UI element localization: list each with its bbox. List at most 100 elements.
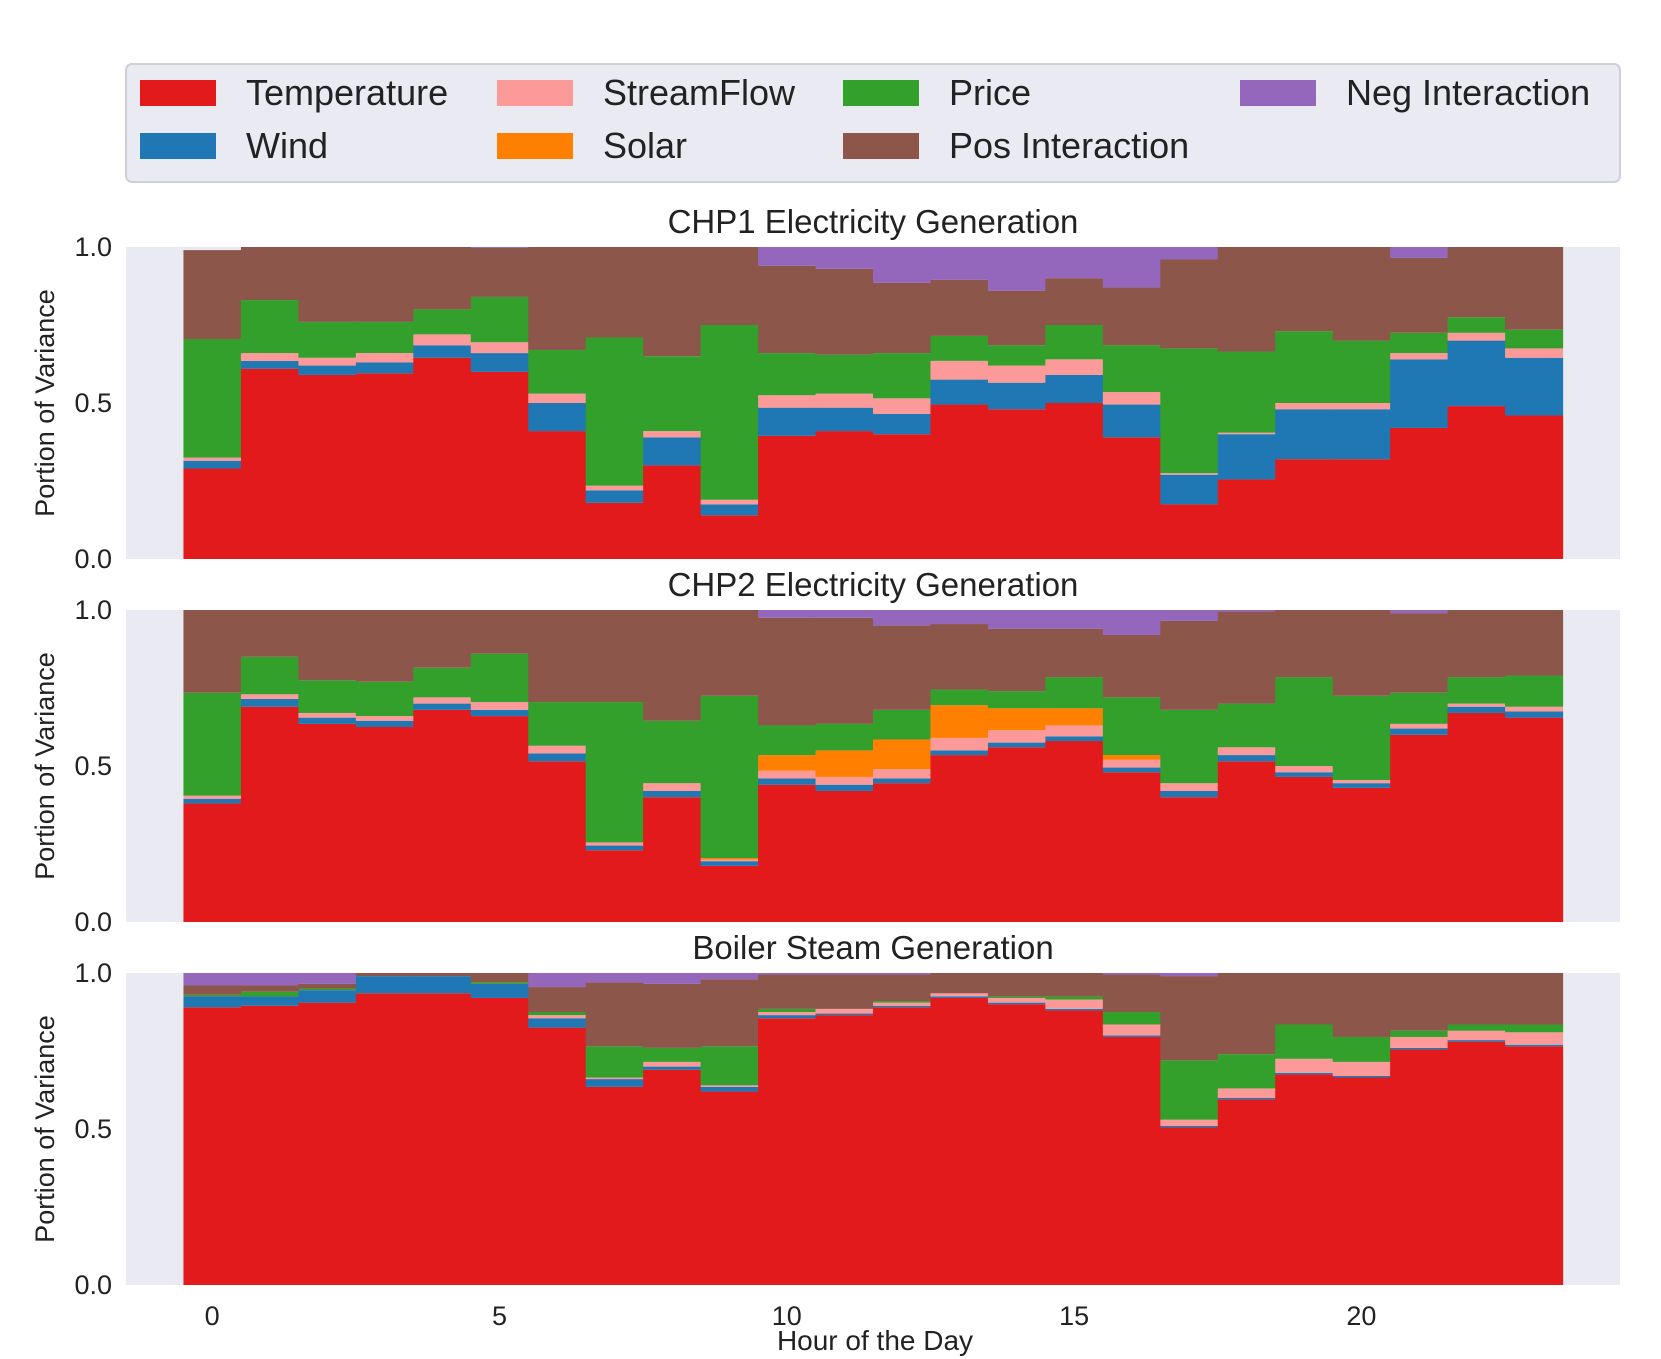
bar-segment-price — [1505, 1024, 1564, 1033]
bar-segment-temperature — [470, 716, 529, 922]
bar-segment-temperature — [987, 747, 1046, 922]
y-tick-label: 0.0 — [74, 544, 112, 574]
bar-segment-pos_interaction — [470, 610, 529, 654]
bar-segment-price — [1217, 351, 1276, 433]
panel-2: CHP2 Electricity Generation 0.0 0.5 1.0 Port… — [30, 566, 1620, 937]
bar-segment-neg_interaction — [1160, 973, 1219, 977]
bar-segment-neg_interaction — [1102, 247, 1161, 288]
legend-swatch — [497, 133, 573, 159]
bar-segment-streamflow — [528, 393, 587, 403]
bar-segment-wind — [1390, 1047, 1449, 1050]
bar-segment-price — [1217, 1054, 1276, 1089]
bar-segment-solar — [1045, 708, 1104, 726]
bar-segment-temperature — [183, 803, 242, 922]
bar-segment-temperature — [815, 790, 874, 922]
bar-segment-pos_interaction — [873, 974, 932, 1002]
bar-segment-pos_interaction — [700, 979, 759, 1047]
bar-segment-pos_interaction — [298, 610, 357, 681]
bar-segment-neg_interaction — [873, 973, 932, 975]
bar-segment-temperature — [1332, 787, 1391, 922]
legend: Temperature Wind StreamFlow Solar Price Pos I… — [125, 63, 1621, 183]
bar-segment-neg_interaction — [585, 973, 644, 983]
bar-segment-temperature — [470, 371, 529, 559]
bar-segment-wind — [987, 742, 1046, 748]
bar-segment-pos_interaction — [298, 983, 357, 989]
x-tick-label: 0 — [205, 1301, 220, 1331]
bar-segment-price — [1160, 348, 1219, 474]
bar-segment-pos_interaction — [240, 610, 299, 657]
bar-segment-price — [1390, 1030, 1449, 1037]
bar-segment-price — [240, 300, 299, 354]
bar-segment-wind — [183, 460, 242, 469]
bar-segment-price — [585, 1046, 644, 1078]
bar-segment-streamflow — [183, 795, 242, 799]
bar-segment-wind — [1217, 755, 1276, 762]
bar-segment-wind — [1160, 1125, 1219, 1128]
bar-segment-pos_interaction — [1390, 257, 1449, 333]
bar-segment-pos_interaction — [585, 982, 644, 1047]
legend-label: Temperature — [246, 72, 448, 113]
bar-segment-wind — [815, 407, 874, 432]
bar-segment-temperature — [700, 515, 759, 559]
bar-segment-wind — [758, 1015, 817, 1019]
bar-segment-price — [930, 689, 989, 706]
bar-segment-neg_interaction — [1217, 610, 1276, 612]
bar-segment-solar — [700, 858, 759, 860]
legend-swatch — [497, 80, 573, 106]
bar-segment-streamflow — [413, 697, 472, 704]
bar-segment-wind — [930, 996, 989, 998]
bar-segment-price — [873, 709, 932, 740]
bar-segment-pos_interaction — [643, 983, 702, 1048]
bar-segment-price — [413, 667, 472, 698]
bar-segment-temperature — [528, 761, 587, 922]
bar-segment-wind — [815, 1013, 874, 1016]
bar-segment-pos_interaction — [1332, 610, 1391, 696]
bar-segment-pos_interaction — [930, 279, 989, 336]
bar-segment-price — [183, 692, 242, 796]
bar-segment-streamflow — [1275, 766, 1334, 773]
bar-segment-streamflow — [1505, 348, 1564, 358]
bar-segment-neg_interaction — [1390, 247, 1449, 258]
bar-segment-streamflow — [987, 365, 1046, 383]
bar-segment-price — [1045, 677, 1104, 709]
bar-segment-pos_interaction — [873, 625, 932, 710]
bar-segment-price — [470, 296, 529, 343]
bar-segment-streamflow — [1217, 747, 1276, 756]
bar-segment-price — [1102, 697, 1161, 756]
bar-segment-wind — [528, 753, 587, 762]
bar-segment-streamflow — [1045, 725, 1104, 737]
x-tick-label: 10 — [772, 1301, 802, 1331]
bar-segment-temperature — [1217, 761, 1276, 922]
bar-segment-pos_interaction — [240, 985, 299, 992]
bar-segment-price — [873, 353, 932, 399]
bar-segment-price — [1275, 677, 1334, 766]
bar-segment-wind — [470, 353, 529, 372]
bar-segment-pos_interaction — [930, 624, 989, 690]
legend-item-wind: Wind — [140, 125, 328, 166]
bar-segment-temperature — [528, 431, 587, 559]
panel-1: CHP1 Electricity Generation 0.0 0.5 1.0 Port… — [30, 203, 1620, 574]
bar-segment-wind — [1447, 706, 1506, 713]
bar-segment-temperature — [1505, 717, 1564, 922]
bar-segment-temperature — [298, 374, 357, 559]
bar-segment-streamflow — [930, 993, 989, 997]
bar-segment-wind — [470, 709, 529, 717]
bar-segment-pos_interaction — [585, 610, 644, 703]
bar-segment-wind — [1505, 711, 1564, 718]
legend-item-solar: Solar — [497, 125, 687, 166]
bar-segment-streamflow — [240, 694, 299, 699]
bar-segment-streamflow — [873, 769, 932, 779]
bar-segment-pos_interaction — [298, 247, 357, 322]
bar-segment-temperature — [643, 465, 702, 559]
legend-swatch — [843, 133, 919, 159]
bar-segment-wind — [585, 490, 644, 503]
legend-label: StreamFlow — [603, 72, 796, 113]
bar-segment-streamflow — [1505, 1032, 1564, 1045]
bar-segment-streamflow — [700, 499, 759, 505]
bar-segment-neg_interaction — [873, 247, 932, 283]
bar-segment-neg_interaction — [758, 610, 817, 618]
bar-segment-temperature — [815, 431, 874, 559]
bar-segment-temperature — [873, 1007, 932, 1285]
bar-segment-price — [298, 988, 357, 991]
y-tick-label: 0.5 — [74, 751, 112, 781]
